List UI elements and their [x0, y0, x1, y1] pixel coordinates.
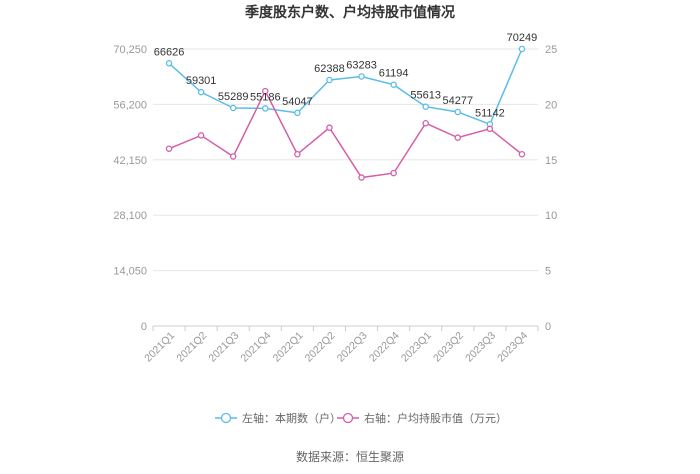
- data-point-0[interactable]: [518, 45, 526, 53]
- x-tick-label: 2023Q4: [495, 330, 530, 365]
- data-point-0[interactable]: [326, 76, 333, 84]
- series-line-1: [168, 89, 523, 179]
- legend[interactable]: 左轴：本期数（户） 右轴：户均持股市值（万元）: [215, 411, 507, 425]
- x-tick-label: 2021Q4: [238, 330, 273, 365]
- data-point-0[interactable]: [294, 109, 301, 117]
- data-point-1[interactable]: [262, 87, 269, 95]
- data-point-0[interactable]: [358, 73, 365, 80]
- data-point-1[interactable]: [294, 151, 301, 158]
- data-label: 61194: [379, 68, 409, 80]
- x-tick-label: 2023Q2: [431, 330, 466, 365]
- data-point-1[interactable]: [454, 134, 462, 141]
- data-label: 54277: [442, 95, 473, 107]
- x-tick-label: 2023Q1: [399, 330, 434, 365]
- y-left-tick-label: 14,050: [113, 266, 147, 278]
- data-point-1[interactable]: [326, 124, 333, 131]
- y-right-tick-label: 10: [545, 210, 557, 222]
- data-label: 62388: [314, 63, 345, 75]
- y-right-tick-label: 5: [545, 266, 551, 278]
- y-right-tick-label: 20: [545, 99, 557, 111]
- legend-item-0[interactable]: 左轴：本期数（户）: [215, 411, 341, 425]
- series-lines: [168, 48, 523, 179]
- data-point-1[interactable]: [518, 151, 526, 158]
- legend-item-1[interactable]: 右轴：户均持股市值（万元）: [337, 411, 507, 425]
- data-point-0[interactable]: [422, 103, 429, 110]
- data-point-1[interactable]: [165, 145, 173, 152]
- grid-lines: [153, 48, 538, 327]
- data-point-0[interactable]: [229, 104, 237, 112]
- x-tick-label: 2023Q3: [463, 330, 498, 365]
- data-label: 54047: [282, 96, 313, 108]
- data-point-0[interactable]: [197, 88, 205, 96]
- y-left-tick-label: 70,250: [113, 44, 147, 56]
- y-left-tick-label: 0: [141, 321, 147, 333]
- data-point-1[interactable]: [229, 153, 237, 160]
- data-source: 数据来源：恒生聚源: [296, 449, 404, 464]
- data-label: 59301: [186, 75, 217, 87]
- legend-marker: [342, 412, 354, 424]
- x-tick-label: 2022Q2: [303, 330, 338, 365]
- data-point-0[interactable]: [262, 105, 269, 112]
- data-label: 66626: [154, 46, 185, 58]
- data-label: 55186: [250, 91, 281, 103]
- data-point-0[interactable]: [390, 81, 397, 88]
- y-left-tick-label: 42,150: [113, 155, 147, 167]
- x-tick-label: 2021Q3: [206, 330, 241, 365]
- x-tick-label: 2021Q1: [142, 330, 177, 365]
- data-label: 51142: [475, 107, 505, 119]
- legend-marker: [220, 412, 232, 424]
- x-tick-label: 2021Q2: [174, 330, 209, 365]
- y-left-tick-label: 28,100: [113, 210, 147, 222]
- series-points: [165, 45, 526, 181]
- x-axis: 2021Q12021Q22021Q32021Q42022Q12022Q22022…: [142, 326, 539, 365]
- y-right-tick-label: 0: [545, 321, 551, 333]
- x-tick-label: 2022Q3: [335, 330, 370, 365]
- data-point-1[interactable]: [422, 119, 429, 127]
- legend-label: 右轴：户均持股市值（万元）: [364, 411, 507, 425]
- legend-label: 左轴：本期数（户）: [242, 411, 341, 425]
- data-point-1[interactable]: [358, 174, 365, 181]
- y-right-tick-label: 25: [545, 44, 557, 56]
- y-axis-right: 0 5 10 15 20 25: [545, 44, 557, 333]
- x-tick-label: 2022Q4: [367, 330, 402, 365]
- data-point-0[interactable]: [165, 60, 173, 67]
- data-point-1[interactable]: [486, 125, 494, 133]
- data-point-1[interactable]: [197, 132, 205, 139]
- data-label: 70249: [507, 32, 538, 44]
- data-point-0[interactable]: [454, 108, 462, 116]
- data-label: 55613: [410, 90, 441, 102]
- y-left-tick-label: 56,200: [113, 99, 147, 111]
- series-line-0: [168, 48, 523, 126]
- data-point-1[interactable]: [390, 169, 397, 177]
- data-label: 55289: [218, 91, 249, 103]
- data-label: 63283: [346, 59, 377, 71]
- y-right-tick-label: 15: [545, 155, 557, 167]
- y-axis-left: 0 14,050 28,100 42,150 56,200 70,250: [113, 44, 147, 333]
- x-tick-label: 2022Q1: [271, 330, 306, 365]
- chart-title: 季度股东户数、户均持股市值情况: [244, 4, 455, 21]
